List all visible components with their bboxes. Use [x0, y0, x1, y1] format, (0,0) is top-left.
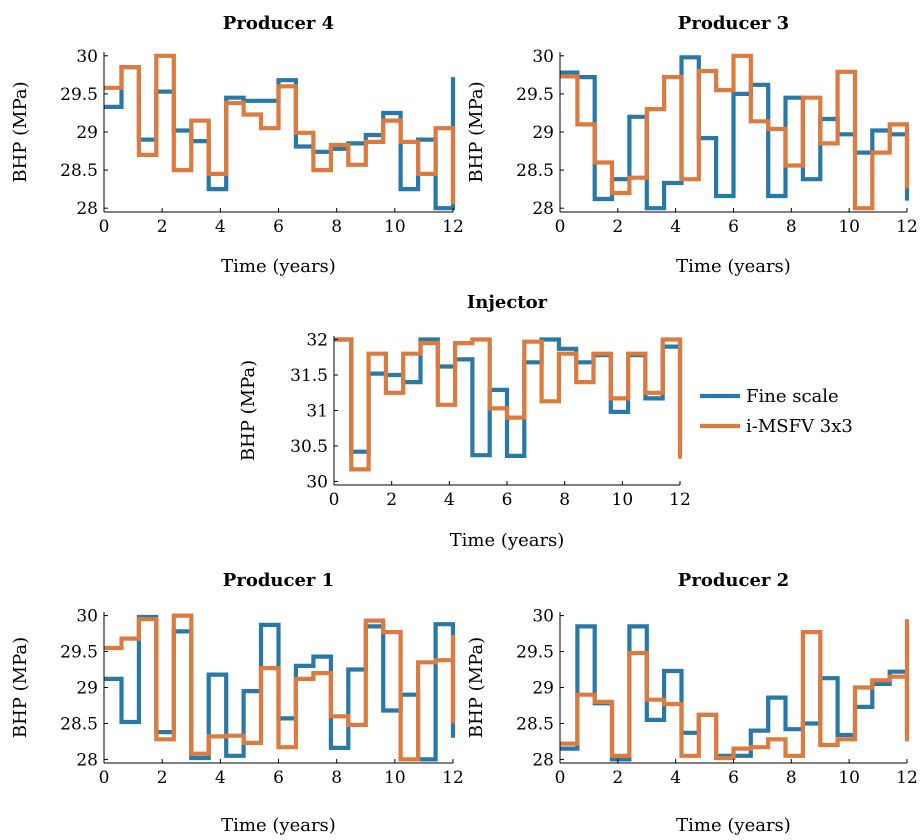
y-axis-label: BHP (MPa): [10, 81, 31, 182]
x-tick-label: 2: [157, 768, 168, 788]
y-tick-label: 29.5: [516, 85, 554, 105]
y-tick-label: 29.5: [60, 643, 98, 663]
x-tick-label: 6: [273, 217, 284, 237]
chart-title: Producer 1: [223, 570, 334, 591]
x-tick-label: 10: [612, 490, 634, 510]
y-tick-label: 28: [532, 750, 554, 770]
y-tick-label: 30.5: [290, 437, 328, 457]
series-line-i-msfv-3x3: [560, 619, 910, 761]
series-line-i-msfv-3x3: [104, 53, 456, 205]
chart-panel-producer-4: Producer 4 0 2 4 6 8 10 12 28 28.5 29 29.5 30 Time (y…: [10, 13, 464, 277]
x-tick-label: 6: [728, 768, 739, 788]
y-tick-label: 28: [532, 199, 554, 219]
y-tick-label: 28.5: [516, 161, 554, 181]
y-tick-label: 29.5: [516, 643, 554, 663]
x-tick-label: 4: [670, 768, 681, 788]
x-tick-label: 4: [670, 217, 681, 237]
x-tick-label: 4: [215, 768, 226, 788]
x-tick-label: 8: [786, 217, 797, 237]
chart-panel-producer-2: Producer 2 0 2 4 6 8 10 12 28 28.5 29 29.5 30 Time (y…: [466, 570, 918, 836]
x-tick-label: 6: [502, 490, 513, 510]
x-tick-label: 0: [99, 217, 110, 237]
y-tick-label: 30: [306, 472, 328, 492]
x-axis-label: Time (years): [676, 815, 791, 835]
legend-label: Fine scale: [746, 386, 839, 407]
x-axis-label: Time (years): [221, 256, 336, 277]
y-tick-label: 30: [76, 607, 98, 627]
x-tick-label: 8: [786, 768, 797, 788]
y-tick-label: 31.5: [290, 366, 328, 386]
x-axis-label: Time (years): [221, 815, 336, 835]
x-tick-label: 8: [331, 217, 342, 237]
chart-panel-injector: Injector 0 2 4 6 8 10 12 30 30.5 31 31.5 32 Time (yea…: [238, 292, 853, 551]
x-tick-label: 10: [838, 217, 860, 237]
x-tick-label: 2: [157, 217, 168, 237]
x-tick-label: 6: [728, 217, 739, 237]
y-tick-label: 28.5: [60, 714, 98, 734]
x-axis-label: Time (years): [676, 256, 791, 277]
y-tick-label: 31: [306, 402, 328, 422]
y-tick-label: 28.5: [516, 714, 554, 734]
x-tick-label: 6: [273, 768, 284, 788]
x-tick-label: 12: [442, 217, 464, 237]
x-tick-label: 2: [612, 768, 623, 788]
x-tick-label: 10: [838, 768, 860, 788]
y-axis-label: BHP (MPa): [10, 637, 31, 738]
y-tick-label: 30: [532, 607, 554, 627]
x-tick-label: 10: [384, 768, 406, 788]
x-tick-label: 0: [555, 768, 566, 788]
series-line-i-msfv-3x3: [104, 613, 456, 762]
x-tick-label: 4: [444, 490, 455, 510]
y-axis-label: BHP (MPa): [466, 637, 487, 738]
y-tick-label: 32: [306, 331, 328, 351]
legend-label: i-MSFV 3x3: [746, 416, 853, 437]
series-line-i-msfv-3x3: [560, 53, 910, 211]
x-tick-label: 0: [329, 490, 340, 510]
y-tick-label: 28: [76, 199, 98, 219]
y-axis-label: BHP (MPa): [238, 360, 259, 461]
x-tick-label: 12: [442, 768, 464, 788]
y-axis-label: BHP (MPa): [466, 81, 487, 182]
chart-title: Producer 4: [223, 13, 334, 34]
x-tick-label: 8: [559, 490, 570, 510]
x-tick-label: 12: [896, 768, 918, 788]
y-tick-label: 28: [76, 750, 98, 770]
x-tick-label: 2: [612, 217, 623, 237]
chart-title: Producer 2: [678, 570, 789, 591]
chart-title: Producer 3: [678, 13, 789, 34]
x-tick-label: 2: [386, 490, 397, 510]
x-tick-label: 0: [555, 217, 566, 237]
y-tick-label: 29: [532, 123, 554, 143]
x-tick-label: 12: [669, 490, 691, 510]
x-tick-label: 8: [331, 768, 342, 788]
x-axis-label: Time (years): [450, 530, 565, 551]
y-tick-label: 29: [532, 679, 554, 699]
y-tick-label: 29: [76, 123, 98, 143]
y-tick-label: 29.5: [60, 85, 98, 105]
x-tick-label: 0: [99, 768, 110, 788]
legend: Fine scale i-MSFV 3x3: [700, 386, 853, 437]
y-tick-label: 30: [532, 47, 554, 67]
chart-title: Injector: [467, 292, 548, 313]
x-tick-label: 4: [215, 217, 226, 237]
x-tick-label: 12: [896, 217, 918, 237]
x-tick-label: 10: [384, 217, 406, 237]
y-tick-label: 29: [76, 679, 98, 699]
series-line-i-msfv-3x3: [334, 337, 683, 472]
y-tick-label: 28.5: [60, 161, 98, 181]
chart-panel-producer-1: Producer 1 0 2 4 6 8 10 12 28 28.5 29 29.5 30 Time (y…: [10, 570, 464, 836]
y-tick-label: 30: [76, 47, 98, 67]
chart-panel-producer-3: Producer 3 0 2 4 6 8 10 12 28 28.5 29 29.5 30 Time (y…: [466, 13, 918, 277]
